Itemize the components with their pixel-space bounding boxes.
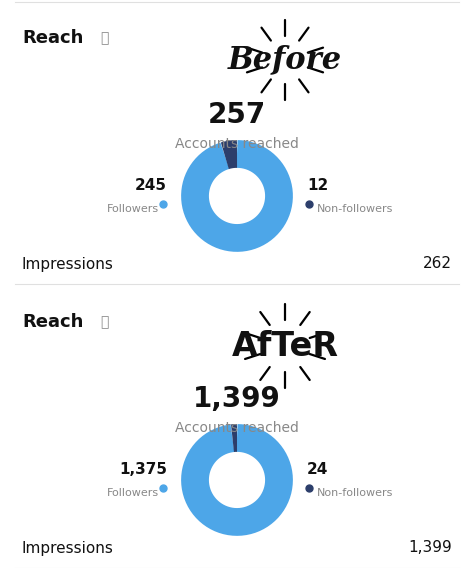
- Text: AfTeR: AfTeR: [231, 329, 338, 362]
- Text: 1,375: 1,375: [119, 462, 167, 478]
- Text: Non-followers: Non-followers: [317, 488, 393, 498]
- Text: ⓘ: ⓘ: [100, 315, 109, 329]
- Text: Impressions: Impressions: [22, 541, 114, 556]
- Bar: [0, 284, 474, 568]
- Text: ⓘ: ⓘ: [100, 31, 109, 45]
- Text: 245: 245: [135, 178, 167, 194]
- Text: Followers: Followers: [107, 204, 159, 214]
- Text: 257: 257: [208, 101, 266, 129]
- Text: Non-followers: Non-followers: [317, 204, 393, 214]
- Text: Followers: Followers: [107, 488, 159, 498]
- Text: Accounts reached: Accounts reached: [175, 137, 299, 151]
- Text: Before: Before: [228, 44, 342, 76]
- Text: Accounts reached: Accounts reached: [175, 421, 299, 435]
- Text: Impressions: Impressions: [22, 257, 114, 272]
- Bar: [0, 0, 474, 284]
- Text: 1,399: 1,399: [193, 385, 281, 413]
- Text: 24: 24: [307, 462, 328, 478]
- Text: 1,399: 1,399: [408, 541, 452, 556]
- Text: Reach: Reach: [22, 29, 83, 47]
- Text: 262: 262: [423, 257, 452, 272]
- Text: 12: 12: [307, 178, 328, 194]
- Text: Reach: Reach: [22, 313, 83, 331]
